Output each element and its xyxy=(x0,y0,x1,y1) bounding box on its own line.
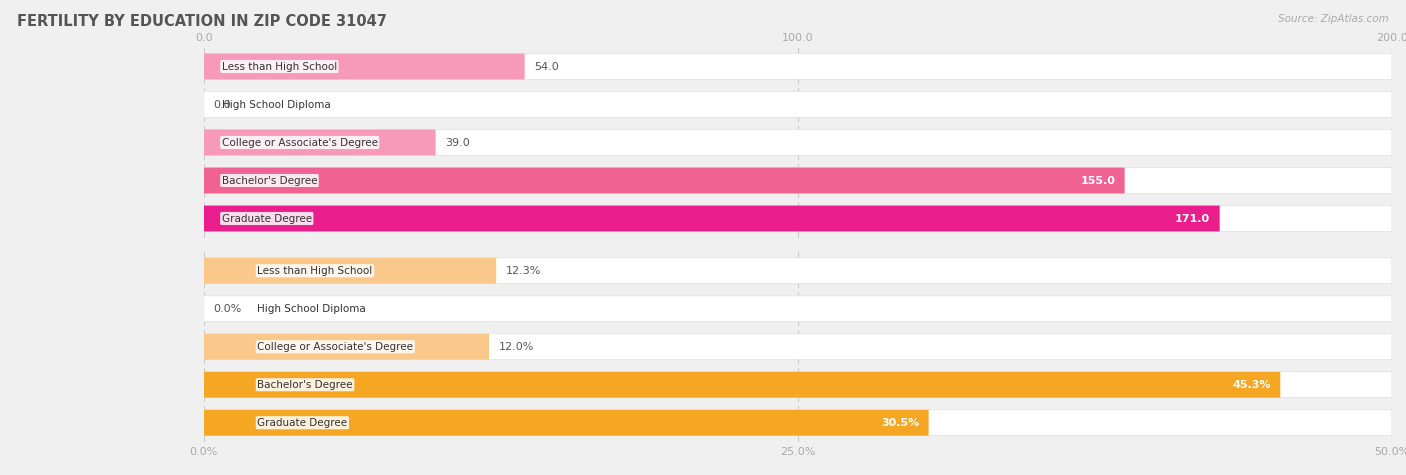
Text: Less than High School: Less than High School xyxy=(257,266,373,276)
Text: Less than High School: Less than High School xyxy=(222,61,337,72)
Text: Source: ZipAtlas.com: Source: ZipAtlas.com xyxy=(1278,14,1389,24)
FancyBboxPatch shape xyxy=(204,168,1392,193)
Text: FERTILITY BY EDUCATION IN ZIP CODE 31047: FERTILITY BY EDUCATION IN ZIP CODE 31047 xyxy=(17,14,387,29)
FancyBboxPatch shape xyxy=(204,54,1392,79)
FancyBboxPatch shape xyxy=(204,54,524,79)
Text: 54.0: 54.0 xyxy=(534,61,560,72)
Text: Graduate Degree: Graduate Degree xyxy=(257,418,347,428)
Text: Bachelor's Degree: Bachelor's Degree xyxy=(257,380,353,390)
FancyBboxPatch shape xyxy=(204,410,1392,436)
FancyBboxPatch shape xyxy=(204,92,1392,117)
FancyBboxPatch shape xyxy=(204,372,1281,398)
FancyBboxPatch shape xyxy=(204,410,928,436)
FancyBboxPatch shape xyxy=(204,206,1392,231)
FancyBboxPatch shape xyxy=(204,130,1392,155)
Text: College or Associate's Degree: College or Associate's Degree xyxy=(222,137,378,148)
Text: 30.5%: 30.5% xyxy=(880,418,920,428)
Text: College or Associate's Degree: College or Associate's Degree xyxy=(257,342,413,352)
Text: 0.0%: 0.0% xyxy=(214,304,242,314)
Text: 45.3%: 45.3% xyxy=(1232,380,1271,390)
FancyBboxPatch shape xyxy=(204,258,496,284)
Text: 171.0: 171.0 xyxy=(1175,213,1211,224)
Text: 155.0: 155.0 xyxy=(1080,175,1115,186)
Text: 39.0: 39.0 xyxy=(446,137,470,148)
FancyBboxPatch shape xyxy=(204,296,1392,322)
Text: 12.0%: 12.0% xyxy=(499,342,534,352)
FancyBboxPatch shape xyxy=(204,334,1392,360)
FancyBboxPatch shape xyxy=(204,372,1392,398)
FancyBboxPatch shape xyxy=(204,258,1392,284)
Text: 0.0: 0.0 xyxy=(214,99,231,110)
FancyBboxPatch shape xyxy=(204,334,489,360)
FancyBboxPatch shape xyxy=(204,206,1219,231)
Text: Bachelor's Degree: Bachelor's Degree xyxy=(222,175,318,186)
Text: 12.3%: 12.3% xyxy=(506,266,541,276)
Text: High School Diploma: High School Diploma xyxy=(222,99,330,110)
Text: High School Diploma: High School Diploma xyxy=(257,304,366,314)
FancyBboxPatch shape xyxy=(204,130,436,155)
FancyBboxPatch shape xyxy=(204,168,1125,193)
Text: Graduate Degree: Graduate Degree xyxy=(222,213,312,224)
